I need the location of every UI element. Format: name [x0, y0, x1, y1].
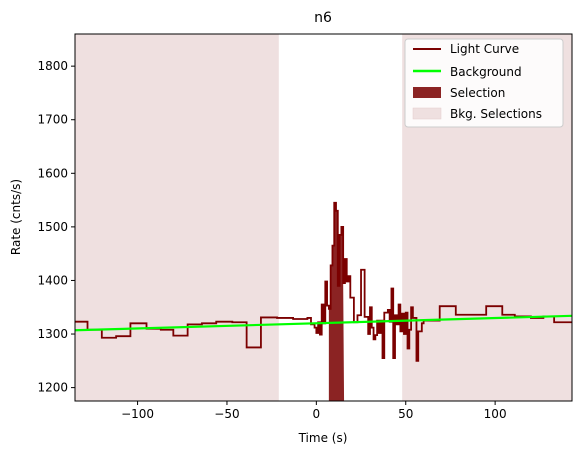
legend-swatch-bkg-selections — [412, 107, 442, 120]
legend-label-light-curve: Light Curve — [450, 42, 519, 56]
y-tick-label: 1800 — [37, 59, 68, 73]
y-axis-label: Rate (cnts/s) — [9, 179, 23, 255]
legend-label-background: Background — [450, 65, 522, 79]
x-tick-label: 100 — [484, 407, 507, 421]
bkg-selection-region-1 — [75, 34, 279, 401]
legend-label-bkg-selections: Bkg. Selections — [450, 107, 542, 121]
x-axis: −100 −50 0 50 100 — [121, 401, 507, 421]
chart-title: n6 — [314, 10, 332, 26]
x-tick-label: −100 — [121, 407, 154, 421]
y-axis: 1200 1300 1400 1500 1600 1700 1800 — [37, 59, 75, 395]
light-curve-series — [75, 201, 572, 362]
y-tick-label: 1400 — [37, 273, 68, 287]
x-tick-label: 0 — [313, 407, 321, 421]
x-tick-label: −50 — [214, 407, 239, 421]
legend: Light Curve Background Selection Bkg. Se… — [404, 38, 564, 128]
plot-frame — [74, 33, 573, 402]
legend-label-selection: Selection — [450, 86, 505, 100]
legend-swatch-selection — [413, 87, 441, 98]
y-tick-label: 1700 — [37, 113, 68, 127]
y-tick-label: 1500 — [37, 220, 68, 234]
background-line — [74, 314, 573, 332]
y-tick-label: 1200 — [37, 381, 68, 395]
x-tick-label: 50 — [398, 407, 413, 421]
y-tick-label: 1300 — [37, 327, 68, 341]
x-axis-label: Time (s) — [298, 431, 348, 445]
y-tick-label: 1600 — [37, 166, 68, 180]
legend-box — [404, 38, 564, 128]
